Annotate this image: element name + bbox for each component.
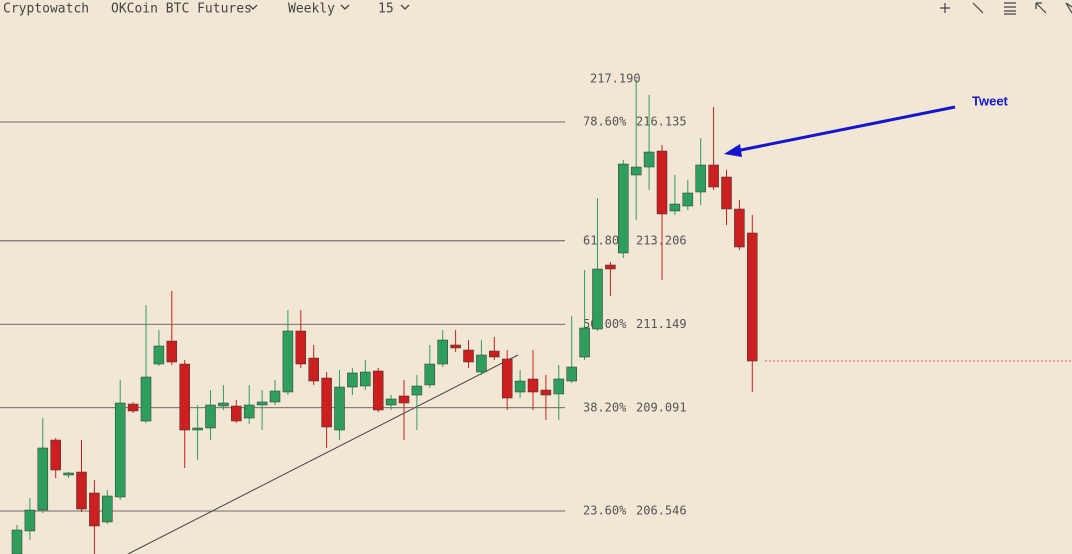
tool-icons[interactable] xyxy=(940,2,1072,15)
chevron xyxy=(248,4,258,10)
level-pct: 78.60% xyxy=(583,114,627,128)
candle-body xyxy=(605,264,616,270)
candle-body xyxy=(231,405,242,422)
candle-body xyxy=(127,403,139,412)
candle-body xyxy=(76,471,87,510)
candle-body xyxy=(243,404,255,419)
candle-body xyxy=(450,344,461,349)
candle-body xyxy=(372,370,384,411)
level-pct: 38.20% xyxy=(583,400,627,414)
candle-body xyxy=(321,377,332,428)
candle-body xyxy=(385,398,397,406)
candle-body xyxy=(166,340,178,363)
candle-body xyxy=(50,439,61,471)
level-pct: 23.60% xyxy=(583,503,627,517)
candle-body xyxy=(205,404,216,429)
candle-body xyxy=(140,376,152,422)
chevron xyxy=(400,4,410,10)
candle-body xyxy=(114,402,126,498)
candle-body xyxy=(656,150,668,215)
candle-body xyxy=(89,492,100,527)
market-select[interactable]: OKCoin BTC Futures xyxy=(111,2,252,17)
candle-body xyxy=(721,176,732,210)
level-price: 216.135 xyxy=(636,114,687,128)
candle-body xyxy=(269,390,281,403)
candle-body xyxy=(669,203,681,212)
trend-line xyxy=(127,354,519,554)
level-price: 213.206 xyxy=(636,233,687,247)
candle-body xyxy=(643,151,655,168)
arrow-head xyxy=(724,144,742,157)
candle-body xyxy=(489,350,500,358)
period-select[interactable]: Weekly xyxy=(288,2,335,17)
candle-body xyxy=(218,402,229,407)
level-price: 209.091 xyxy=(636,400,687,414)
level-price: 211.149 xyxy=(636,317,687,331)
candle-body xyxy=(708,164,719,188)
candle-body xyxy=(360,371,371,387)
candle-body xyxy=(579,327,590,358)
level-pct: 61.80% xyxy=(583,233,627,247)
candle-body xyxy=(308,357,319,382)
candle-body xyxy=(11,529,23,554)
high-level-label: 217.190 xyxy=(590,72,641,86)
candle-body xyxy=(295,330,307,365)
candle-body xyxy=(347,372,358,388)
candle-body xyxy=(153,345,165,365)
candle-body xyxy=(747,232,758,362)
candle-body xyxy=(540,389,552,396)
candle-body xyxy=(476,354,487,373)
candle-body xyxy=(463,349,474,363)
candle-body xyxy=(501,358,513,399)
candle-body xyxy=(63,472,74,476)
candle-body xyxy=(734,208,745,248)
candle-body xyxy=(24,509,36,532)
candle-body xyxy=(527,378,539,393)
candle-body xyxy=(695,164,706,193)
chevron xyxy=(340,4,350,10)
candle-body xyxy=(618,163,629,254)
candle-body xyxy=(282,330,294,393)
brand: Cryptowatch xyxy=(3,2,89,17)
level-price: 206.546 xyxy=(636,503,687,517)
candle-body xyxy=(630,166,642,176)
candle-body xyxy=(437,339,448,365)
candle-body xyxy=(256,401,268,406)
candle-body xyxy=(592,268,603,330)
candle-body xyxy=(102,495,113,523)
interval-select[interactable]: 15 xyxy=(378,2,394,17)
candle-body xyxy=(37,447,49,511)
candle-body xyxy=(566,366,577,382)
candle-body xyxy=(424,363,436,386)
candle-body xyxy=(334,386,345,431)
candle-body xyxy=(553,378,565,395)
candle-body xyxy=(682,192,694,207)
candle-body xyxy=(192,427,203,431)
annotation: Tweet xyxy=(972,93,1009,108)
candle-body xyxy=(514,380,526,393)
annotation-arrow xyxy=(735,105,956,153)
candle-body xyxy=(398,395,410,404)
candle-body xyxy=(411,385,423,396)
candle-body xyxy=(179,363,190,431)
